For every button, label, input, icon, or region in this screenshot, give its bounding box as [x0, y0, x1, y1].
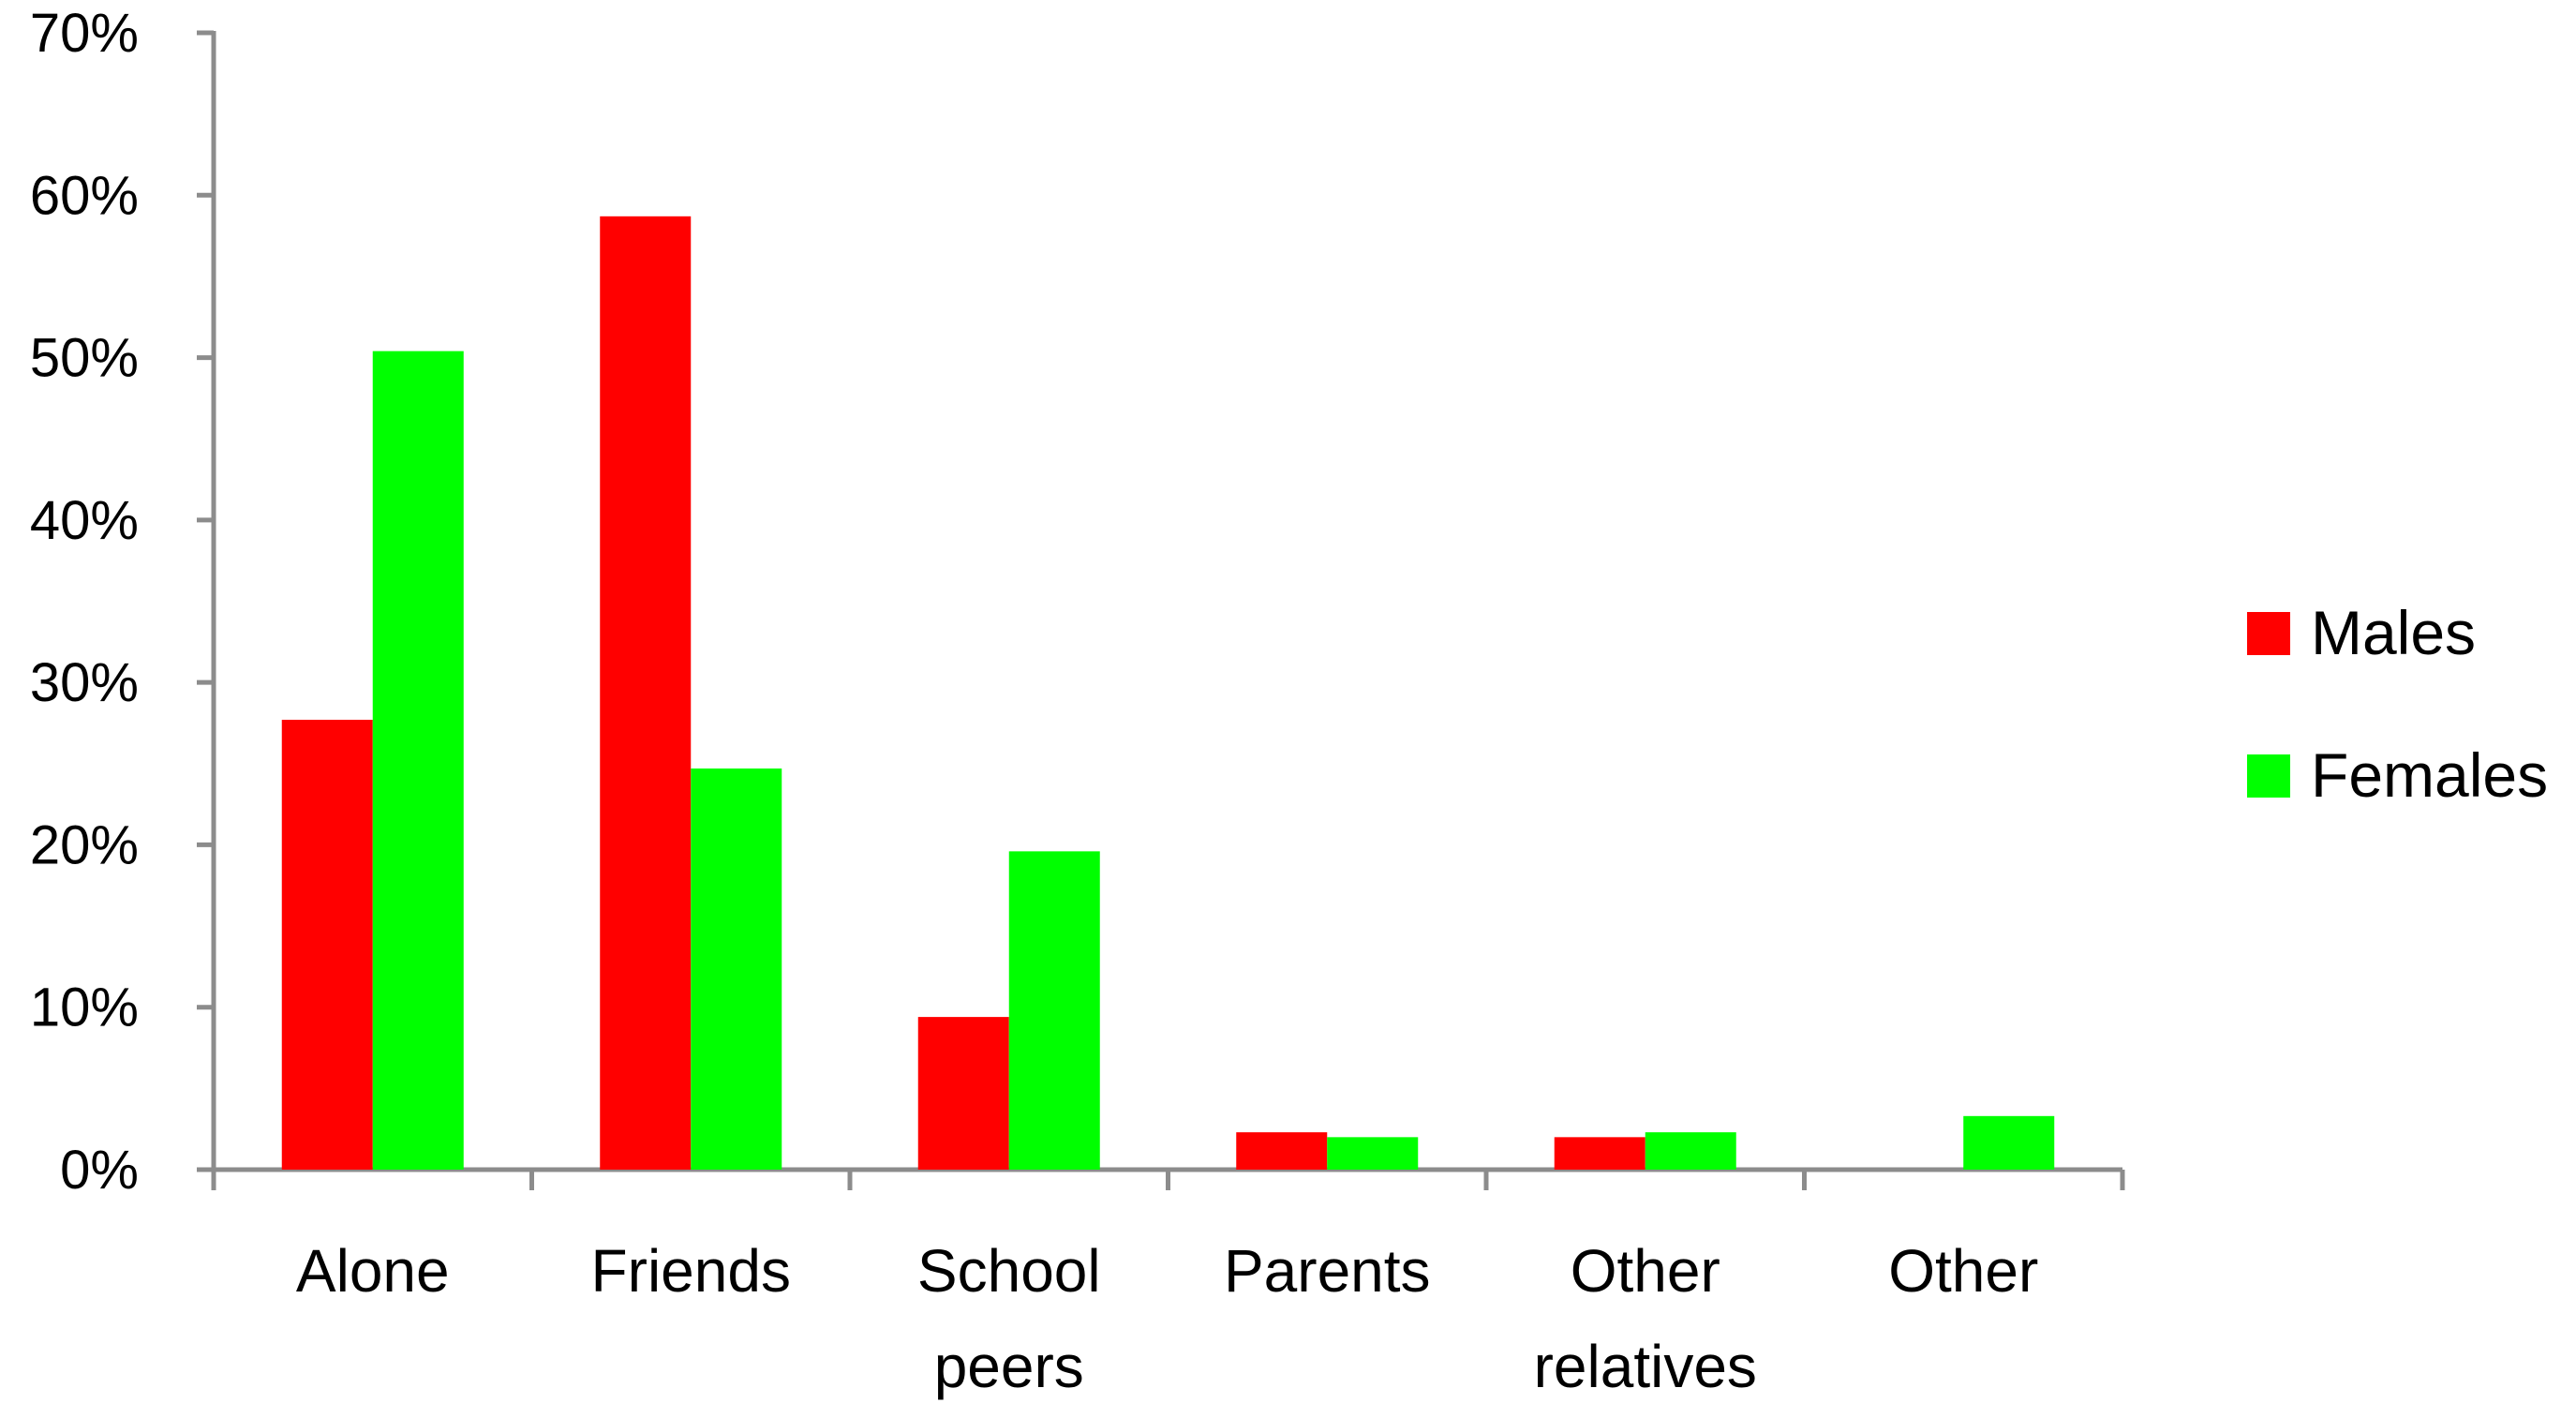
- x-tick-label: Other relatives: [1534, 1237, 1757, 1400]
- y-tick-label: 10%: [30, 978, 139, 1038]
- y-axis: 0% 10% 20% 30% 40% 50% 60% 70%: [30, 3, 216, 1201]
- bar-females-alone: [372, 351, 464, 1170]
- bar-females-other: [1963, 1115, 2055, 1170]
- legend-swatch-males: [2247, 612, 2290, 655]
- bar-males-alone: [281, 719, 373, 1170]
- x-axis: Alone Friends School peers Parents Other relat…: [197, 1167, 2125, 1400]
- y-tick-label: 30%: [30, 652, 139, 713]
- bar-females-friends: [691, 768, 782, 1170]
- bar-males-parents: [1236, 1132, 1328, 1170]
- legend: Males Females: [2247, 598, 2548, 810]
- y-tick-label: 70%: [30, 3, 139, 64]
- bar-females-other-relatives: [1645, 1132, 1736, 1170]
- y-tick-label: 50%: [30, 328, 139, 389]
- bar-females-school-peers: [1008, 851, 1100, 1170]
- x-tick-label: Alone: [296, 1237, 450, 1305]
- bar-males-friends: [600, 216, 692, 1170]
- x-tick-label: Parents: [1224, 1237, 1431, 1305]
- y-tick-label: 0%: [60, 1140, 139, 1201]
- bar-females-parents: [1327, 1137, 1419, 1170]
- bars: [281, 216, 2055, 1170]
- legend-swatch-females: [2247, 754, 2290, 798]
- x-tick-label: Other: [1888, 1237, 2038, 1305]
- y-tick-label: 40%: [30, 490, 139, 551]
- x-tick-label: School peers: [917, 1237, 1101, 1400]
- y-tick-label: 60%: [30, 165, 139, 226]
- bar-males-school-peers: [917, 1017, 1009, 1170]
- legend-label-males: Males: [2311, 598, 2476, 667]
- bar-males-other-relatives: [1554, 1137, 1645, 1170]
- x-tick-label: Friends: [591, 1237, 791, 1305]
- legend-label-females: Females: [2311, 740, 2548, 810]
- y-tick-label: 20%: [30, 814, 139, 875]
